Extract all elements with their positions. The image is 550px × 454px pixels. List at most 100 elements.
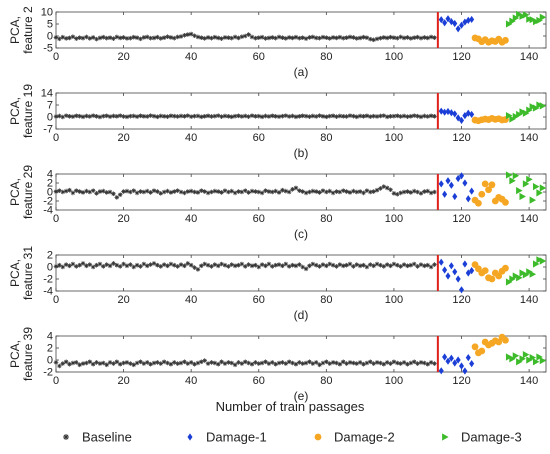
damage2-point: [475, 199, 482, 207]
legend-label: Damage-3: [461, 430, 522, 445]
y-tick-label: 0: [47, 355, 53, 367]
baseline-point: [259, 114, 265, 120]
damage1-point: [465, 195, 471, 203]
baseline-point: [300, 264, 305, 270]
baseline-point: [395, 113, 400, 119]
damage1-point: [458, 286, 465, 294]
series-group: [53, 333, 547, 375]
damage3-point: [526, 106, 533, 114]
baseline-point: [205, 190, 211, 196]
baseline-point: [415, 113, 420, 119]
damage3-point: [532, 18, 540, 26]
damage2-point: [488, 181, 496, 189]
baseline-point: [182, 114, 187, 119]
baseline-point: [253, 360, 258, 365]
damage3-point: [532, 183, 540, 191]
baseline-point: [428, 190, 434, 196]
baseline-point: [168, 361, 174, 367]
damage1-point: [458, 21, 465, 29]
baseline-point: [131, 362, 137, 368]
damage1-point: [455, 114, 461, 122]
damage1-point: [438, 107, 444, 115]
baseline-point: [209, 114, 214, 119]
baseline-point: [391, 359, 397, 365]
baseline-point: [131, 113, 137, 119]
baseline-point: [131, 188, 137, 193]
baseline-point: [317, 362, 322, 368]
baseline-point: [374, 261, 380, 267]
baseline-point: [408, 262, 414, 268]
baseline-point: [283, 188, 289, 194]
baseline-point: [374, 360, 380, 365]
baseline-point: [199, 359, 204, 365]
baseline-point: [317, 190, 322, 195]
baseline-point: [347, 261, 353, 267]
baseline-point: [151, 261, 157, 266]
baseline-point: [215, 263, 221, 269]
baseline-point: [202, 358, 207, 363]
baseline-point: [239, 114, 245, 119]
baseline-point: [364, 188, 370, 193]
baseline-point: [128, 262, 133, 267]
baseline-point: [367, 359, 373, 365]
y-tick-label: 2: [47, 250, 53, 262]
baseline-point: [77, 113, 82, 119]
baseline-point: [219, 114, 224, 119]
damage1-point: [445, 15, 451, 23]
y-axis-title-line2: feature 39: [21, 327, 35, 381]
baseline-point: [161, 189, 167, 195]
plot-frame: [55, 254, 547, 292]
baseline-point: [300, 189, 305, 194]
y-axis-title-line1: PCA,: [8, 259, 22, 287]
baseline-point: [428, 264, 434, 270]
baseline-point: [361, 190, 366, 196]
baseline-point: [239, 361, 245, 366]
damage3-point: [529, 16, 537, 24]
baseline-point: [276, 262, 282, 267]
baseline-point: [256, 264, 262, 270]
damage1-point: [462, 18, 468, 26]
baseline-point: [70, 261, 76, 267]
baseline-point: [340, 188, 346, 193]
baseline-point: [101, 188, 106, 194]
baseline-point: [60, 34, 66, 40]
baseline-point: [141, 189, 147, 195]
baseline-point: [73, 360, 79, 365]
baseline-point: [111, 36, 116, 41]
damage3-point: [519, 192, 526, 201]
baseline-point: [401, 113, 407, 119]
baseline-point: [236, 113, 241, 119]
baseline-point: [357, 263, 363, 269]
baseline-point: [422, 360, 427, 366]
baseline-point: [185, 32, 191, 37]
baseline-point: [388, 114, 393, 119]
baseline-point: [422, 263, 427, 269]
baseline-point: [344, 189, 349, 194]
baseline-point: [320, 34, 326, 40]
legend-entry: Damage-2: [314, 430, 395, 445]
baseline-point: [242, 264, 248, 269]
damage3-point: [532, 104, 540, 112]
baseline-point: [232, 113, 238, 119]
y-tick-label: -2: [43, 367, 53, 379]
baseline-point: [188, 262, 194, 268]
damage3-point: [505, 171, 513, 179]
baseline-point: [374, 187, 380, 193]
baseline-point: [269, 360, 275, 365]
baseline-point: [242, 359, 248, 365]
baseline-point: [77, 189, 82, 194]
baseline-point: [317, 113, 322, 118]
x-tick-label: 100: [385, 294, 403, 306]
damage3-point: [532, 260, 540, 268]
damage3-point: [522, 109, 530, 117]
baseline-point: [276, 190, 282, 195]
baseline-point: [97, 35, 103, 41]
baseline-point: [432, 114, 437, 119]
baseline-point: [337, 113, 343, 119]
baseline-point: [290, 262, 295, 268]
baseline-point: [300, 113, 305, 119]
damage1-point: [455, 356, 461, 364]
baseline-point: [344, 35, 349, 40]
baseline-point: [263, 359, 268, 365]
baseline-point: [60, 114, 66, 120]
